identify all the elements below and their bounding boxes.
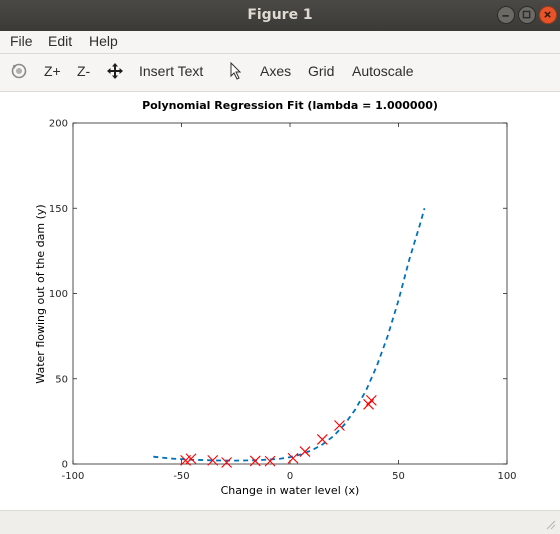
autoscale-button[interactable]: Autoscale	[352, 63, 414, 79]
data-point-x-marker	[299, 446, 311, 457]
fit-line-series	[153, 208, 426, 462]
menu-bar: File Edit Help	[0, 31, 560, 54]
menu-file[interactable]: File	[10, 33, 33, 49]
data-point-x-marker	[365, 395, 377, 406]
y-tick-label: 150	[49, 204, 68, 215]
fit-line	[153, 208, 426, 462]
zoom-out-button[interactable]: Z-	[77, 63, 91, 79]
y-tick-label: 100	[49, 289, 68, 300]
x-tick-label: 0	[287, 471, 293, 482]
plot-svg: Polynomial Regression Fit (lambda = 1.00…	[34, 99, 517, 497]
data-point-x-marker	[287, 452, 299, 464]
y-tick-label: 0	[62, 460, 68, 471]
data-point-x-marker	[185, 453, 197, 465]
status-bar	[0, 510, 560, 534]
window-titlebar[interactable]: Figure 1	[0, 0, 560, 31]
x-tick-label: -100	[62, 471, 85, 482]
maximize-button[interactable]	[518, 6, 536, 24]
zoom-in-button[interactable]: Z+	[44, 63, 61, 79]
x-tick-label: 100	[497, 471, 516, 482]
plot-axes: -100 -50 0 50 100 0 50 100 150 200	[49, 119, 517, 483]
data-point-x-marker	[264, 455, 276, 467]
resize-grip-icon[interactable]	[546, 520, 556, 530]
menu-edit[interactable]: Edit	[48, 33, 73, 49]
x-tick-label: -50	[173, 471, 189, 482]
axes-box	[72, 122, 508, 465]
axes-button[interactable]: Axes	[260, 63, 292, 79]
menu-help[interactable]: Help	[89, 33, 118, 49]
insert-text-button[interactable]: Insert Text	[139, 63, 204, 79]
y-axis-label: Water flowing out of the dam (y)	[34, 204, 47, 383]
figure-canvas[interactable]: Polynomial Regression Fit (lambda = 1.00…	[0, 92, 560, 510]
data-point-x-marker	[221, 457, 233, 468]
chart-title: Polynomial Regression Fit (lambda = 1.00…	[142, 99, 438, 112]
window-title: Figure 1	[247, 7, 313, 23]
data-points-series	[180, 395, 377, 468]
data-point-x-marker	[249, 455, 261, 467]
data-point-x-marker	[334, 420, 345, 431]
y-tick-label: 200	[49, 119, 68, 130]
x-tick-label: 50	[392, 471, 405, 482]
minimize-button[interactable]	[497, 6, 515, 24]
data-point-x-marker	[207, 455, 219, 466]
rotate-icon[interactable]	[10, 62, 28, 80]
select-pointer-icon[interactable]	[229, 62, 243, 80]
data-point-x-marker	[316, 434, 328, 445]
figure-toolbar: Z+ Z- Insert Text Axes Grid Autoscale	[0, 54, 560, 92]
pan-icon[interactable]	[106, 62, 124, 80]
y-tick-label: 50	[55, 374, 68, 385]
close-button[interactable]	[539, 6, 557, 24]
grid-button[interactable]: Grid	[308, 63, 335, 79]
x-axis-label: Change in water level (x)	[221, 484, 360, 497]
close-icon	[544, 11, 551, 18]
maximize-icon	[522, 10, 531, 19]
minimize-icon	[502, 15, 509, 17]
